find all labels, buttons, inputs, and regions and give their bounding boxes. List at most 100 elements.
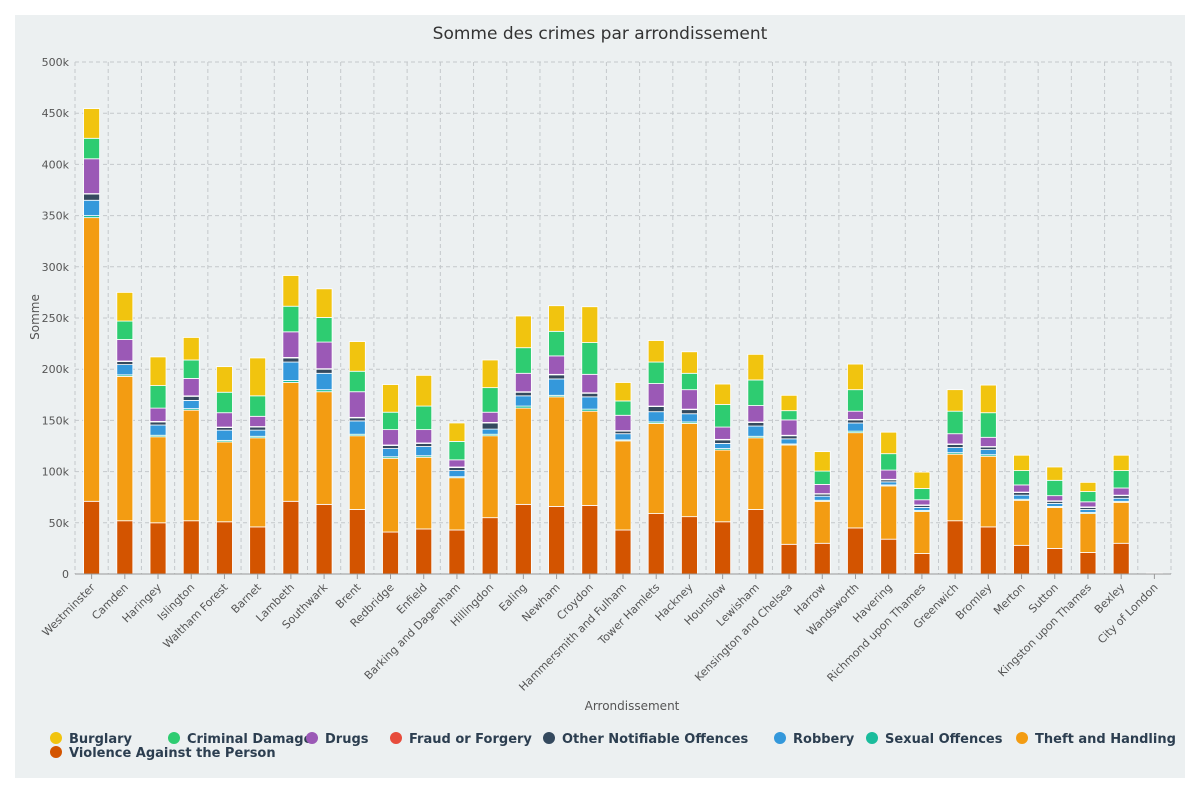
bar-segment (747, 379, 765, 406)
bar-segment (1013, 484, 1030, 493)
bar-segment (548, 378, 565, 396)
bar-segment (913, 488, 931, 501)
bar-segment (282, 382, 300, 502)
y-tick-label: 0 (62, 568, 69, 581)
bar-segment (182, 409, 200, 522)
bar-segment (813, 500, 831, 544)
bar-segment (1046, 479, 1064, 497)
y-tick-label: 150k (42, 414, 70, 427)
y-tick-label: 50k (49, 517, 70, 530)
legend-item[interactable]: Robbery (774, 732, 855, 747)
legend-item[interactable]: Fraud or Forgery (390, 732, 532, 747)
legend-item[interactable]: Drugs (306, 732, 369, 747)
bar-segment (647, 383, 665, 407)
legend-item[interactable]: Sexual Offences (866, 732, 1003, 747)
legend-label: Sexual Offences (885, 732, 1003, 747)
bar-segment (979, 436, 997, 447)
bar-segment (681, 389, 698, 410)
bar-segment (979, 384, 997, 414)
legend-item[interactable]: Burglary (50, 732, 133, 747)
bar-segment (946, 447, 964, 454)
bar-segment (1013, 494, 1030, 500)
bar-segment (83, 158, 101, 194)
y-tick-label: 450k (42, 107, 70, 120)
bar-segment (249, 426, 267, 431)
bar-segment (647, 411, 665, 423)
bar-segment (182, 400, 200, 410)
legend-item[interactable]: Theft and Handling (1016, 732, 1176, 747)
bar-segment (581, 396, 599, 410)
bar-segment (514, 391, 532, 397)
bar-segment (448, 440, 466, 461)
bar-segment (249, 526, 267, 575)
bar-segment (548, 374, 565, 380)
legend-marker (774, 732, 786, 744)
bar-segment (382, 429, 399, 446)
bar-segment (116, 320, 134, 340)
bar-segment (1112, 542, 1130, 575)
bar-segment (581, 306, 599, 343)
bar-segment (415, 446, 433, 457)
bar-segment (1079, 552, 1097, 575)
bar-segment (681, 409, 698, 415)
legend-marker (50, 746, 62, 758)
bar-segment (913, 553, 931, 575)
bar-segment (83, 199, 101, 217)
bar-segment (216, 441, 233, 523)
y-tick-label: 350k (42, 210, 70, 223)
bar-segment (1079, 513, 1097, 553)
bar-segment (548, 305, 565, 332)
bar-segment (282, 357, 300, 363)
bar-segment (681, 372, 698, 391)
legend: Burglary Criminal Damage Drugs Fraud or For… (50, 732, 1176, 761)
bar-segment (780, 435, 798, 440)
bar-segment (348, 391, 366, 418)
bar-segment (514, 407, 532, 505)
bar-segment (880, 481, 898, 486)
bar-segment (681, 516, 698, 575)
bar-segment (415, 528, 433, 575)
bar-segment (415, 456, 433, 530)
bar-segment (382, 531, 399, 575)
bar-segment (116, 339, 134, 362)
legend-item[interactable]: Violence Against the Person (50, 746, 276, 761)
bar-segment (1046, 495, 1064, 502)
bar-segment (216, 521, 233, 575)
bar-segment (847, 422, 864, 432)
y-axis-title: Somme (28, 294, 42, 340)
bar-segment (415, 443, 433, 447)
bar-segment (315, 372, 333, 391)
bar-segment (149, 424, 167, 436)
legend-label: Theft and Handling (1035, 732, 1176, 747)
x-tick-label: Bromley (953, 581, 995, 623)
legend-label: Criminal Damage (187, 732, 313, 747)
bar-segment (747, 405, 765, 423)
x-tick-label: City of London (1095, 581, 1160, 646)
bar-segment (880, 453, 898, 471)
bar-segment (348, 420, 366, 435)
bar-segment (714, 449, 732, 523)
bar-segment (780, 543, 798, 575)
y-tick-label: 250k (42, 312, 70, 325)
bar-segment (249, 429, 267, 437)
bar-segment (481, 517, 499, 575)
bar-segment (149, 356, 167, 386)
bar-segment (382, 457, 399, 533)
bar-segment (282, 331, 300, 358)
legend-label: Burglary (69, 732, 133, 747)
legend-item[interactable]: Criminal Damage (168, 732, 313, 747)
bar-segment (714, 521, 732, 575)
bar-segment (747, 437, 765, 510)
bar-segment (1079, 481, 1097, 492)
bar-segment (348, 370, 366, 393)
bar-segment (1112, 470, 1130, 489)
bar-segment (647, 513, 665, 575)
bar-segment (647, 406, 665, 413)
bar-segment (149, 522, 167, 575)
bar-segment (714, 439, 732, 444)
bar-segment (1046, 548, 1064, 575)
bar-segment (348, 509, 366, 575)
bar-segment (913, 511, 931, 554)
chart-panel: Somme des crimes par arrondissement 0 50k… (15, 15, 1185, 778)
legend-item[interactable]: Other Notifiable Offences (543, 732, 748, 747)
